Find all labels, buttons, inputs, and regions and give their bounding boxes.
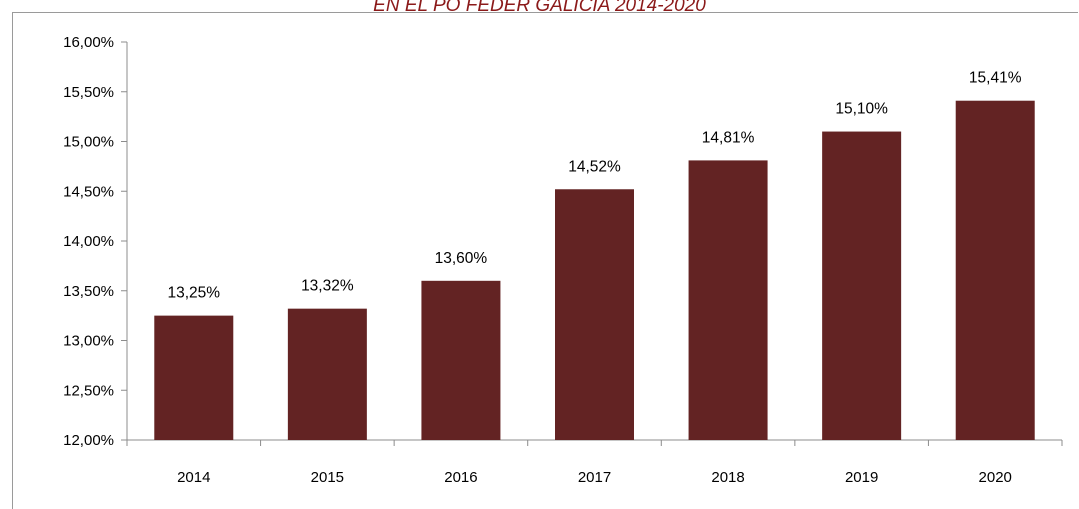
chart-bars	[154, 100, 1035, 441]
data-label-2016: 13,60%	[435, 250, 488, 267]
x-tick-label-2020: 2020	[979, 469, 1012, 486]
chart-labels: 13,25% 2014 13,32% 2015 13,60% 2016 14,52% 2017…	[167, 70, 1021, 486]
x-tick-label-2017: 2017	[578, 469, 611, 486]
bar-2017	[555, 189, 634, 440]
data-label-2017: 14,52%	[568, 158, 621, 175]
data-label-2014: 13,25%	[167, 285, 220, 302]
data-label-2019: 15,10%	[835, 101, 888, 118]
chart-axes: 12,00% 12,50% 13,00% 13,50% 14,00% 14,50% 15,0…	[63, 34, 1063, 449]
y-tick-label: 14,50%	[63, 183, 114, 200]
y-tick-label: 12,00%	[63, 432, 114, 449]
bar-2018	[688, 160, 768, 440]
y-tick-label: 12,50%	[63, 382, 114, 399]
bar-2016	[421, 280, 501, 440]
y-tick-label: 15,50%	[63, 84, 114, 101]
bar-2019	[822, 131, 902, 441]
x-tick-label-2014: 2014	[177, 469, 210, 486]
y-tick-label: 16,00%	[63, 34, 114, 51]
chart-frame	[12, 12, 1078, 509]
bar-2015	[287, 308, 367, 440]
data-label-2020: 15,41%	[969, 70, 1022, 87]
x-tick-label-2019: 2019	[845, 469, 878, 486]
y-tick-label: 13,00%	[63, 333, 114, 350]
x-tick-label-2016: 2016	[444, 469, 477, 486]
bar-2020	[955, 100, 1035, 440]
data-label-2018: 14,81%	[702, 129, 755, 146]
x-tick-label-2015: 2015	[311, 469, 344, 486]
y-tick-label: 13,50%	[63, 283, 114, 300]
x-tick-label-2018: 2018	[711, 469, 744, 486]
y-tick-label: 14,00%	[63, 233, 114, 250]
chart-title: EN EL PO FEDER GALICIA 2014-2020	[373, 0, 706, 16]
y-tick-label: 15,00%	[63, 134, 114, 151]
data-label-2015: 13,32%	[301, 278, 354, 295]
bar-2014	[154, 315, 234, 440]
